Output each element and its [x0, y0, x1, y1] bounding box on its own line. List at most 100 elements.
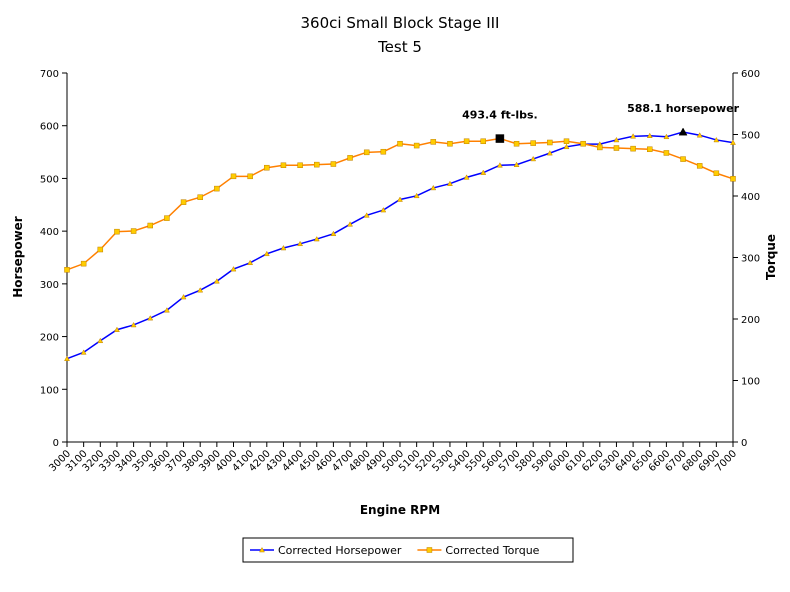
- point: [547, 139, 553, 146]
- y-tick-label: 700: [40, 69, 59, 80]
- y-tick-label: 600: [40, 122, 59, 133]
- point: [663, 150, 670, 156]
- point: [197, 287, 204, 293]
- point: [263, 250, 270, 257]
- point: [180, 294, 187, 300]
- y2-tick-label: 300: [741, 254, 760, 265]
- point: [713, 136, 720, 143]
- point: [463, 138, 470, 145]
- x-axis-label: Engine RPM: [360, 503, 440, 517]
- point: [647, 146, 653, 153]
- point: [80, 349, 87, 355]
- point: [230, 266, 237, 272]
- point: [130, 228, 137, 234]
- point: [64, 267, 70, 273]
- legend-label: Corrected Horsepower: [278, 544, 402, 557]
- point: [313, 236, 320, 242]
- point: [480, 138, 486, 145]
- point: [713, 170, 720, 176]
- point: [546, 150, 553, 156]
- point: [397, 140, 403, 147]
- point: [597, 144, 603, 151]
- y2-tick-label: 400: [741, 192, 760, 203]
- point: [380, 207, 387, 213]
- point: [363, 212, 370, 218]
- point: [114, 228, 120, 235]
- y-tick-label: 300: [40, 280, 59, 291]
- point: [413, 192, 420, 199]
- point: [147, 222, 153, 229]
- chart-subtitle: Test 5: [377, 38, 422, 56]
- series-line: [66, 131, 734, 360]
- point: [430, 139, 437, 145]
- y2-axis-label: Torque: [764, 234, 778, 280]
- point: [197, 194, 203, 200]
- point: [613, 136, 620, 143]
- point: [380, 148, 387, 155]
- point: [496, 162, 503, 168]
- point: [696, 163, 703, 169]
- y-tick-label: 200: [40, 333, 59, 344]
- point: [513, 140, 520, 147]
- annotation: 493.4 ft-lbs.: [462, 109, 538, 122]
- point: [630, 133, 637, 139]
- point: [264, 164, 270, 171]
- point: [447, 140, 453, 147]
- point: [563, 138, 570, 145]
- point: [214, 185, 220, 192]
- point: [97, 246, 104, 253]
- annotation-marker: [495, 134, 505, 143]
- annotation-marker: [678, 127, 688, 136]
- point: [80, 260, 87, 267]
- point: [247, 259, 254, 266]
- point: [180, 199, 187, 205]
- point: [530, 155, 537, 162]
- legend-box: [242, 537, 574, 563]
- point: [297, 240, 304, 247]
- point: [280, 244, 287, 251]
- point: [330, 230, 337, 237]
- y2-tick-label: 100: [741, 377, 760, 388]
- point: [130, 321, 137, 328]
- point: [163, 307, 170, 313]
- point: [363, 149, 370, 156]
- point: [114, 326, 120, 332]
- point: [630, 145, 636, 152]
- point: [280, 162, 287, 168]
- point: [164, 215, 170, 221]
- point: [563, 143, 570, 150]
- y-axis-label: Horsepower: [11, 216, 25, 298]
- point: [696, 132, 703, 138]
- point: [314, 161, 320, 168]
- point: [247, 173, 253, 180]
- point: [730, 176, 736, 182]
- point: [613, 145, 620, 151]
- point: [147, 315, 154, 321]
- chart-title: 360ci Small Block Stage III: [301, 14, 500, 32]
- y2-tick-label: 600: [741, 69, 760, 80]
- point: [530, 140, 536, 146]
- legend: Corrected Horsepower Corrected Torque: [242, 537, 574, 563]
- point: [97, 337, 104, 344]
- legend-marker: [426, 547, 433, 553]
- point: [347, 221, 353, 227]
- point: [64, 355, 70, 361]
- point: [330, 161, 337, 167]
- point: [580, 140, 586, 147]
- point: [480, 169, 487, 175]
- point: [430, 184, 437, 191]
- point: [646, 132, 653, 138]
- point: [513, 161, 520, 167]
- y2-tick-label: 500: [741, 131, 760, 142]
- y-tick-label: 100: [40, 385, 59, 396]
- point: [730, 139, 736, 145]
- point: [213, 278, 220, 284]
- annotation: 588.1 horsepower: [627, 102, 739, 115]
- y-tick-label: 0: [53, 438, 59, 449]
- point: [397, 196, 403, 202]
- point: [230, 173, 237, 180]
- point: [413, 142, 420, 149]
- y-tick-label: 400: [40, 227, 59, 238]
- point: [347, 155, 353, 161]
